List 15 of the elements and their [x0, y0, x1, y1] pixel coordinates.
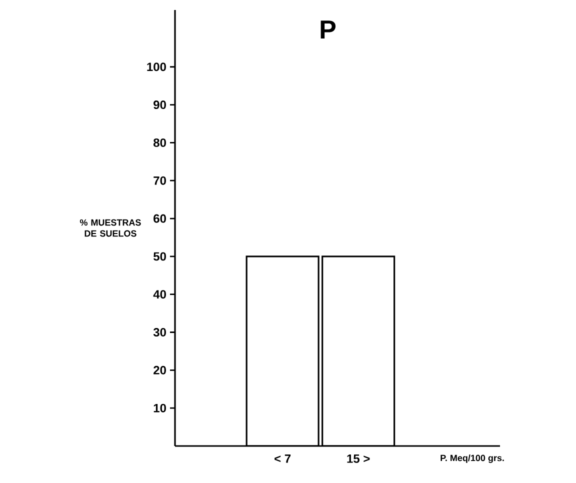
y-tick-label: 10	[154, 404, 166, 412]
x-tick-label: 15 >	[347, 454, 370, 463]
y-axis-title: % MUESTRAS DE SUELOS	[80, 219, 141, 237]
y-tick-label: 30	[153, 328, 166, 337]
y-tick-label: 40	[153, 290, 166, 299]
y-tick-label: 20	[154, 366, 166, 374]
y-tick-label: 50	[154, 252, 166, 261]
y-tick-label: 100	[147, 62, 166, 72]
chart-title: P	[320, 20, 336, 38]
y-tick-label: 60	[154, 214, 166, 223]
x-tick-label: < 7	[274, 454, 291, 463]
y-tick-label: 80	[154, 138, 166, 147]
y-tick-label: 90	[154, 100, 166, 110]
x-axis-title: P. Meq/100 grs.	[440, 454, 504, 463]
y-tick-label: 70	[154, 176, 166, 185]
